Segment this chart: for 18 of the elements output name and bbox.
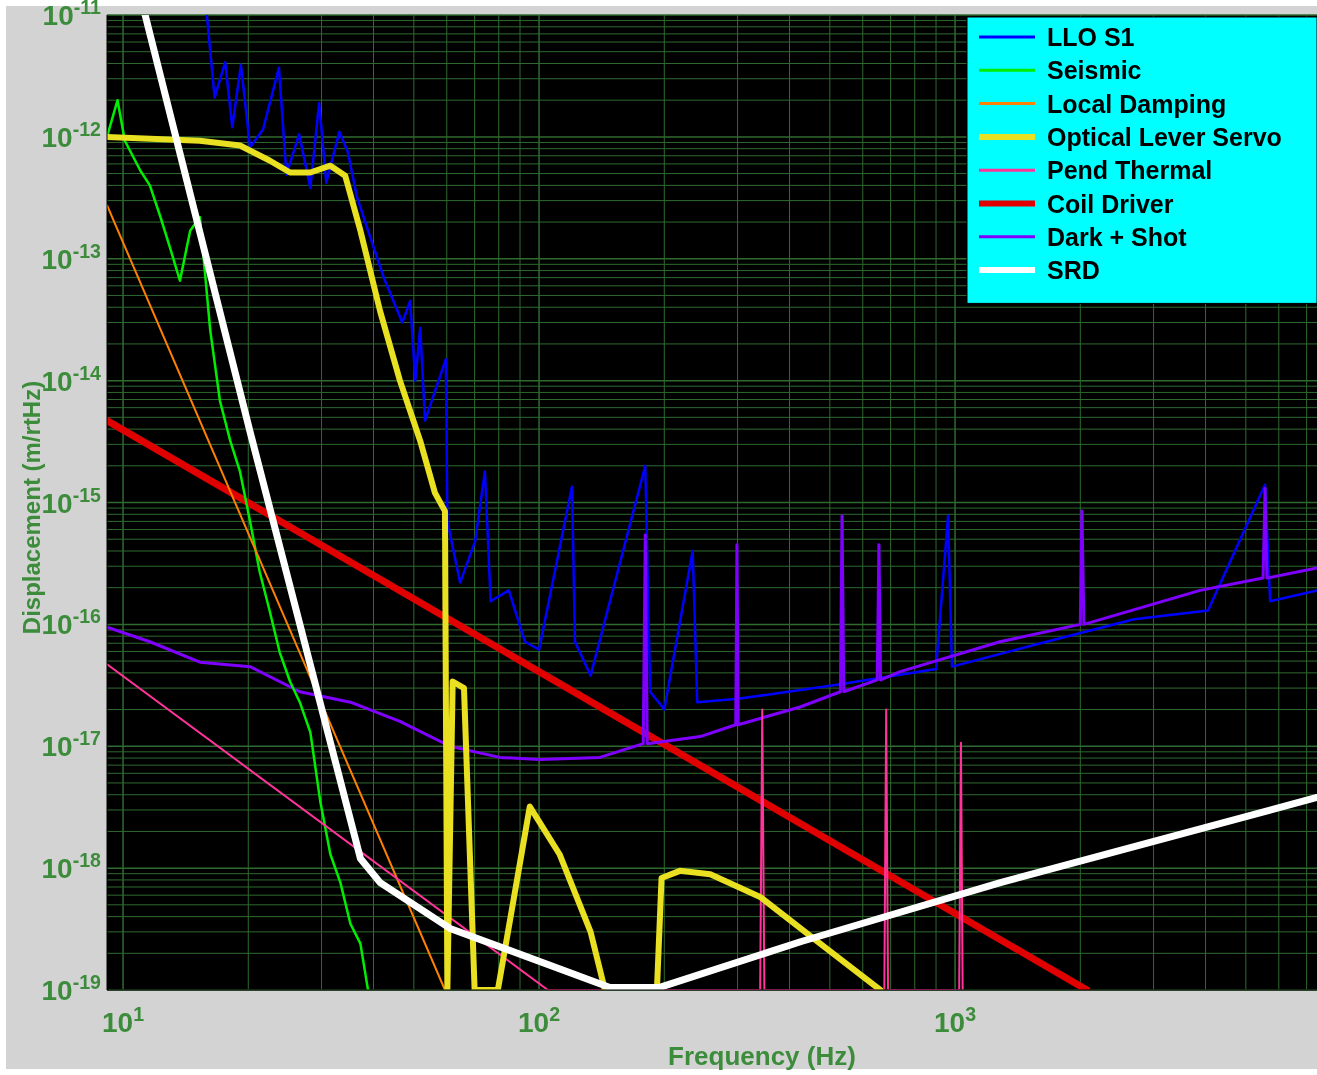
x-tick-label: 10$^{2}$ <box>518 1003 561 1038</box>
legend-label: Coil Driver <box>1047 189 1174 218</box>
x-tick-label: 10$^{3}$ <box>934 1003 977 1038</box>
legend-label: Optical Lever Servo <box>1047 122 1282 151</box>
y-tick-label: 10$^{-19}$ <box>41 971 102 1006</box>
x-axis-title: Frequency (Hz) <box>668 1041 856 1071</box>
x-tick-label: 10$^{1}$ <box>102 1003 145 1038</box>
legend-label: Pend Thermal <box>1047 156 1213 185</box>
y-tick-label: 10$^{-12}$ <box>41 117 102 153</box>
legend-label: SRD <box>1047 256 1100 285</box>
legend-label: LLO S1 <box>1047 23 1135 51</box>
legend-label: Dark + Shot <box>1047 222 1188 251</box>
y-tick-label: 10$^{-13}$ <box>41 239 102 275</box>
legend-label: Seismic <box>1047 56 1142 85</box>
y-tick-label: 10$^{-11}$ <box>42 0 102 31</box>
legend-label: Local Damping <box>1047 89 1227 118</box>
y-tick-label: 10$^{-18}$ <box>41 849 102 885</box>
y-tick-label: 10$^{-17}$ <box>41 727 102 763</box>
